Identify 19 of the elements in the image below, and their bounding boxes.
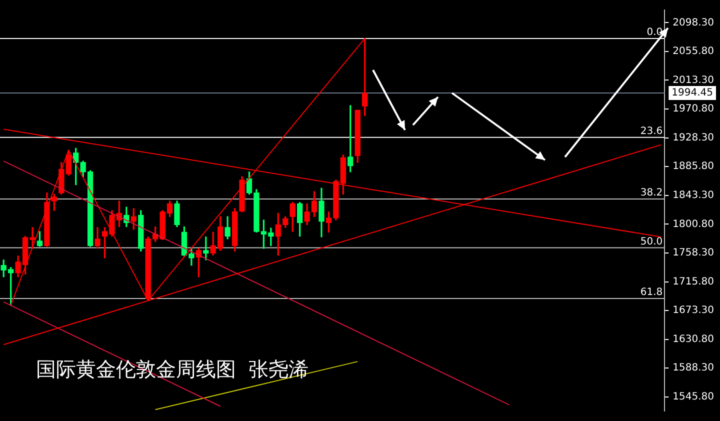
ref-line-label: 1994.45 — [672, 88, 714, 99]
y-tick-label: 2098.30 — [672, 17, 714, 28]
y-tick-label: 1970.80 — [672, 104, 714, 115]
annotation: 23.6 — [640, 126, 663, 137]
y-tick-label: 1588.30 — [672, 362, 714, 374]
y-tick-label: 1545.80 — [672, 392, 714, 403]
y-tick-label: 1843.30 — [672, 190, 714, 201]
annotation: 61.8 — [640, 287, 663, 298]
y-tick-label: 1630.80 — [672, 334, 714, 345]
annotation: 38.2 — [640, 188, 663, 199]
y-tick-label: 2055.80 — [672, 46, 714, 58]
y-tick-label: 1673.30 — [672, 305, 714, 316]
y-tick-label: 1715.80 — [672, 276, 714, 288]
y-tick-label: 1758.30 — [672, 248, 714, 259]
annotation: 50.0 — [640, 236, 663, 248]
y-tick-label: 1800.80 — [672, 218, 714, 230]
y-tick-label: 1928.30 — [672, 132, 714, 144]
y-tick-label: 2013.30 — [672, 74, 714, 86]
y-tick-label: 1885.80 — [672, 161, 714, 172]
